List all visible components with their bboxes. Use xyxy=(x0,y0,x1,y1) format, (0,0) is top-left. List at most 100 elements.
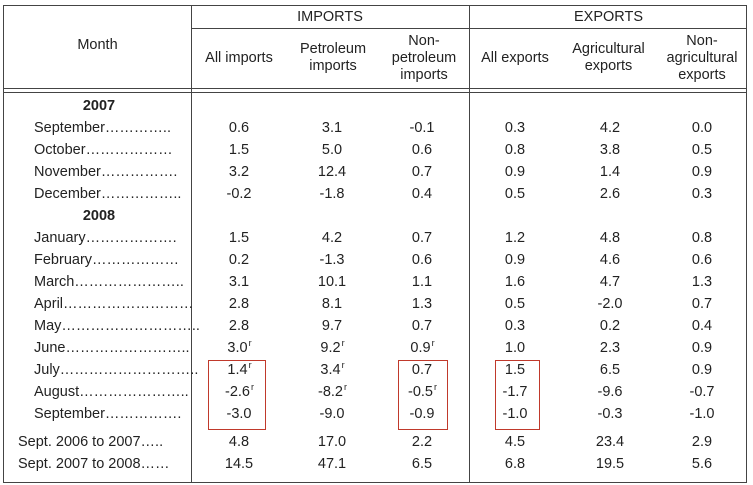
cell-value: -1.0 xyxy=(689,406,715,422)
table-cell: -1.0 xyxy=(470,406,560,422)
row-label: Sept. 2006 to 2007….. xyxy=(18,434,164,450)
table-cell: 4.5 xyxy=(470,434,560,450)
highlight-box-all-imports xyxy=(208,360,266,430)
table-cell: 19.5 xyxy=(565,456,655,472)
table-cell: 0.9 xyxy=(657,164,747,180)
cell-value: 0.5 xyxy=(504,186,526,202)
column-header-line: agricultural xyxy=(666,49,738,66)
cell-value: 0.0 xyxy=(691,120,713,136)
cell-value: 0.8 xyxy=(691,230,713,246)
table-cell: -3.0 xyxy=(194,406,284,422)
cell-value: -2.6 xyxy=(225,384,250,400)
cell-value: 0.2 xyxy=(228,252,250,268)
column-header-line: exports xyxy=(678,66,726,83)
table-cell: 2.6 xyxy=(565,186,655,202)
table-cell: 0.7 xyxy=(377,362,467,378)
column-header-3: All exports xyxy=(469,50,561,67)
cell-value: 4.5 xyxy=(504,434,526,450)
year-label: 2007 xyxy=(82,98,116,114)
table-cell: 1.2 xyxy=(470,230,560,246)
table-cell: 8.1 xyxy=(287,296,377,312)
cell-value: 3.1 xyxy=(321,120,343,136)
row-label: August………………….. xyxy=(34,384,189,400)
row-label: January………………. xyxy=(34,230,177,246)
column-header-4: Agricultural exports xyxy=(561,41,656,75)
cell-value: -0.7 xyxy=(689,384,715,400)
cell-value: 2.9 xyxy=(691,434,713,450)
table-cell: -0.3 xyxy=(565,406,655,422)
highlight-box-non-petroleum-imports xyxy=(398,360,448,430)
cell-value: -8.2 xyxy=(318,384,343,400)
table-cell: -0.7 xyxy=(657,384,747,400)
table-cell: 1.3 xyxy=(377,296,467,312)
cell-value: -0.5 xyxy=(408,384,433,400)
cell-value: 0.9 xyxy=(691,340,713,356)
revised-mark: r xyxy=(248,360,252,370)
cell-value: 6.5 xyxy=(599,362,621,378)
cell-value: 3.0 xyxy=(227,340,248,356)
row-label: September……………. xyxy=(34,406,182,422)
cell-value: -1.7 xyxy=(502,384,528,400)
table-cell: 3.2 xyxy=(194,164,284,180)
cell-value: 1.1 xyxy=(411,274,433,290)
cell-value: 2.6 xyxy=(599,186,621,202)
row-label: May……………………….. xyxy=(34,318,200,334)
table-cell: 1.1 xyxy=(377,274,467,290)
cell-value: 17.0 xyxy=(317,434,347,450)
table-cell: 0.0 xyxy=(657,120,747,136)
column-header-line: All imports xyxy=(205,49,273,66)
table-cell: 12.4 xyxy=(287,164,377,180)
table-cell: 0.9 xyxy=(470,164,560,180)
table-cell: 0.3 xyxy=(657,186,747,202)
cell-value: 0.9 xyxy=(691,164,713,180)
column-header-5: Non-agricultural exports xyxy=(656,33,748,84)
cell-value: 1.4 xyxy=(599,164,621,180)
cell-value: 3.8 xyxy=(599,142,621,158)
cell-value: 0.5 xyxy=(691,142,713,158)
cell-value: 9.2 xyxy=(320,340,341,356)
table-cell: 0.6 xyxy=(194,120,284,136)
table-cell: 6.8 xyxy=(470,456,560,472)
cell-value: 0.7 xyxy=(411,362,433,378)
table-cell: 23.4 xyxy=(565,434,655,450)
table-cell: 2.9 xyxy=(657,434,747,450)
cell-value: 0.9 xyxy=(410,340,431,356)
table-cell: 0.7 xyxy=(377,318,467,334)
table-cell: 10.1 xyxy=(287,274,377,290)
table-cell: 0.4 xyxy=(377,186,467,202)
table-cell: 17.0 xyxy=(287,434,377,450)
revised-mark: r xyxy=(431,338,435,348)
cell-value: 19.5 xyxy=(595,456,625,472)
cell-value: 1.2 xyxy=(504,230,526,246)
table-cell: 0.8 xyxy=(657,230,747,246)
revised-mark: r xyxy=(341,338,345,348)
cell-value: 4.2 xyxy=(599,120,621,136)
cell-value: -3.0 xyxy=(226,406,252,422)
cell-value: 3.1 xyxy=(228,274,250,290)
table-cell: 1.3 xyxy=(657,274,747,290)
column-header-line: All exports xyxy=(481,49,549,66)
cell-value: 4.7 xyxy=(599,274,621,290)
cell-value: 3.4 xyxy=(320,362,341,378)
cell-value: 0.5 xyxy=(504,296,526,312)
table-cell: 1.0 xyxy=(470,340,560,356)
cell-value: 47.1 xyxy=(317,456,347,472)
cell-value: 0.3 xyxy=(691,186,713,202)
cell-value: 2.8 xyxy=(228,318,250,334)
price-index-table: Month IMPORTS EXPORTS All imports Petrole… xyxy=(3,5,747,483)
column-header-line: petroleum xyxy=(391,49,457,66)
cell-value: 5.6 xyxy=(691,456,713,472)
row-label: December…………….. xyxy=(34,186,182,202)
table-cell: -0.9 xyxy=(377,406,467,422)
table-cell: -0.5r xyxy=(377,382,467,400)
table-cell: 0.7 xyxy=(377,164,467,180)
table-cell: -2.0 xyxy=(565,296,655,312)
column-header-line: Non- xyxy=(686,32,718,49)
table-cell: 9.2r xyxy=(287,338,377,356)
cell-value: -0.1 xyxy=(409,120,435,136)
table-cell: 4.2 xyxy=(565,120,655,136)
revised-mark: r xyxy=(251,382,254,392)
table-cell: 0.6 xyxy=(377,142,467,158)
table-cell: -1.7 xyxy=(470,384,560,400)
cell-value: 4.8 xyxy=(228,434,250,450)
